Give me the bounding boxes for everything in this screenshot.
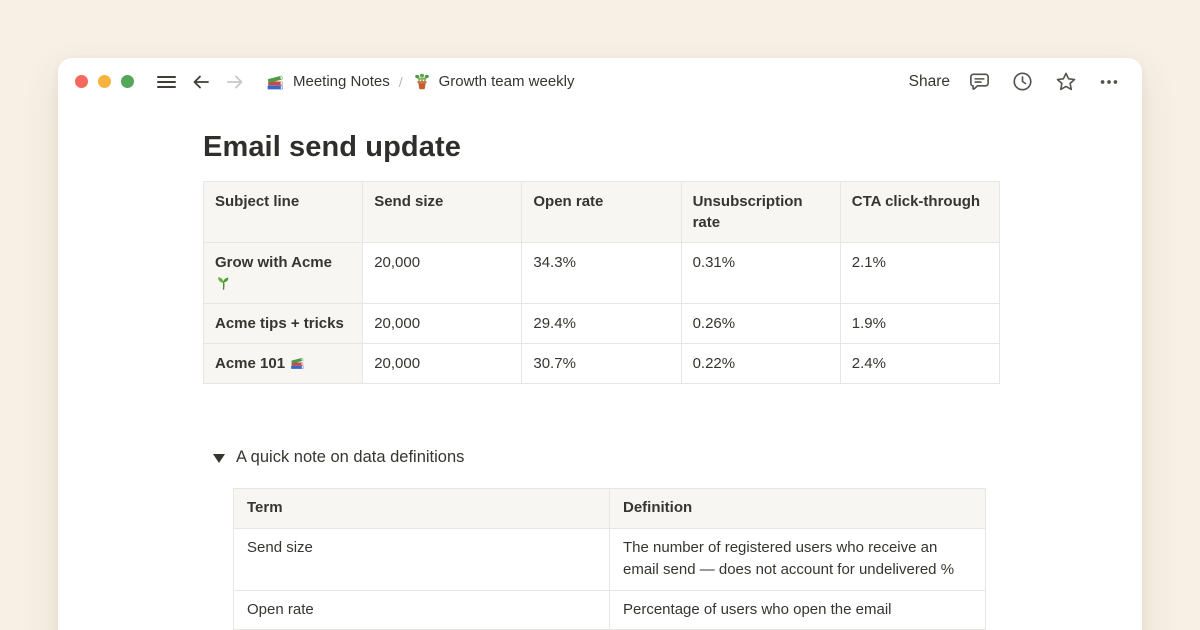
cell-subject[interactable]: Acme 101 — [202, 343, 364, 384]
column-header-subject-line[interactable]: Subject line — [202, 181, 364, 243]
breadcrumb: Meeting Notes / — [261, 69, 579, 94]
comment-bubble-icon — [968, 70, 991, 93]
favorite-button[interactable] — [1052, 68, 1080, 96]
books-icon — [289, 355, 306, 372]
sidebar-menu-button[interactable] — [154, 71, 179, 93]
ellipsis-icon — [1098, 71, 1120, 93]
table-row: Acme 101 20,000 30.7% 0.22% 2.4% — [202, 343, 1001, 384]
more-options-button[interactable] — [1096, 69, 1122, 95]
page-title[interactable]: Email send update — [203, 131, 461, 163]
column-header-cta-click-through[interactable]: CTA click-through — [839, 181, 1001, 243]
column-header-open-rate[interactable]: Open rate — [521, 181, 682, 243]
cell-definition[interactable]: Percentage of users who open the email — [609, 589, 986, 630]
breadcrumb-item-growth-team-weekly[interactable]: Growth team weekly — [408, 69, 579, 94]
back-button[interactable] — [189, 70, 213, 94]
potted-plant-icon — [412, 71, 432, 92]
close-window-button[interactable] — [75, 75, 88, 88]
email-metrics-table: Subject line Send size Open rate Unsubsc… — [202, 181, 1001, 384]
column-header-definition[interactable]: Definition — [609, 488, 986, 529]
column-header-term[interactable]: Term — [233, 488, 610, 529]
cell-definition[interactable]: The number of registered users who recei… — [609, 527, 986, 591]
cell-subject[interactable]: Acme tips + tricks — [202, 303, 364, 344]
cell-unsubscription-rate[interactable]: 0.22% — [680, 343, 841, 384]
minimize-window-button[interactable] — [98, 75, 111, 88]
table-row: Grow with Acme 20,000 34.3% 0.31% 2.1% — [202, 242, 1001, 304]
cell-term[interactable]: Send size — [233, 527, 610, 591]
cell-send-size[interactable]: 20,000 — [362, 343, 523, 384]
toggle-label: A quick note on data definitions — [236, 448, 465, 466]
cell-cta-click-through[interactable]: 2.4% — [839, 343, 1001, 384]
table-row: Open rate Percentage of users who open t… — [233, 589, 986, 630]
breadcrumb-separator: / — [398, 73, 403, 90]
cell-unsubscription-rate[interactable]: 0.31% — [680, 242, 841, 304]
page-content: Email send update Subject line Send size… — [58, 105, 1142, 630]
window-topbar: Meeting Notes / — [58, 58, 1142, 105]
table-row: Send size The number of registered users… — [233, 527, 986, 591]
cell-send-size[interactable]: 20,000 — [362, 303, 523, 344]
definitions-toggle[interactable]: A quick note on data definitions — [203, 448, 1142, 467]
cell-cta-click-through[interactable]: 2.1% — [839, 242, 1001, 304]
cell-open-rate[interactable]: 34.3% — [521, 242, 682, 304]
cell-open-rate[interactable]: 29.4% — [521, 303, 682, 344]
cell-subject[interactable]: Grow with Acme — [202, 242, 364, 304]
column-header-unsubscription-rate[interactable]: Unsubscription rate — [680, 181, 841, 243]
cell-unsubscription-rate[interactable]: 0.26% — [680, 303, 841, 344]
table-row: Acme tips + tricks 20,000 29.4% 0.26% 1.… — [202, 303, 1001, 344]
table-header-row: Subject line Send size Open rate Unsubsc… — [202, 181, 1001, 243]
zoom-window-button[interactable] — [121, 75, 134, 88]
definitions-table: Term Definition Send size The number of … — [233, 488, 986, 630]
share-button[interactable]: Share — [908, 72, 950, 90]
seedling-icon — [215, 275, 232, 292]
clock-icon — [1011, 70, 1034, 93]
books-icon — [265, 71, 286, 92]
hamburger-icon — [156, 73, 177, 91]
forward-arrow-icon — [225, 72, 245, 92]
cell-cta-click-through[interactable]: 1.9% — [839, 303, 1001, 344]
back-arrow-icon — [191, 72, 211, 92]
toggle-triangle-icon — [213, 454, 225, 463]
column-header-send-size[interactable]: Send size — [362, 181, 523, 243]
topbar-actions — [966, 68, 1122, 96]
star-icon — [1054, 70, 1078, 94]
table-header-row: Term Definition — [233, 488, 986, 529]
cell-term[interactable]: Open rate — [233, 589, 610, 630]
breadcrumb-label: Meeting Notes — [293, 73, 390, 90]
cell-open-rate[interactable]: 30.7% — [521, 343, 682, 384]
app-window: Meeting Notes / — [58, 58, 1142, 630]
forward-button[interactable] — [223, 70, 247, 94]
breadcrumb-item-meeting-notes[interactable]: Meeting Notes — [261, 69, 394, 94]
traffic-lights — [75, 75, 134, 88]
history-button[interactable] — [1009, 68, 1036, 95]
comments-button[interactable] — [966, 68, 993, 95]
breadcrumb-label: Growth team weekly — [438, 73, 575, 90]
cell-send-size[interactable]: 20,000 — [362, 242, 523, 304]
